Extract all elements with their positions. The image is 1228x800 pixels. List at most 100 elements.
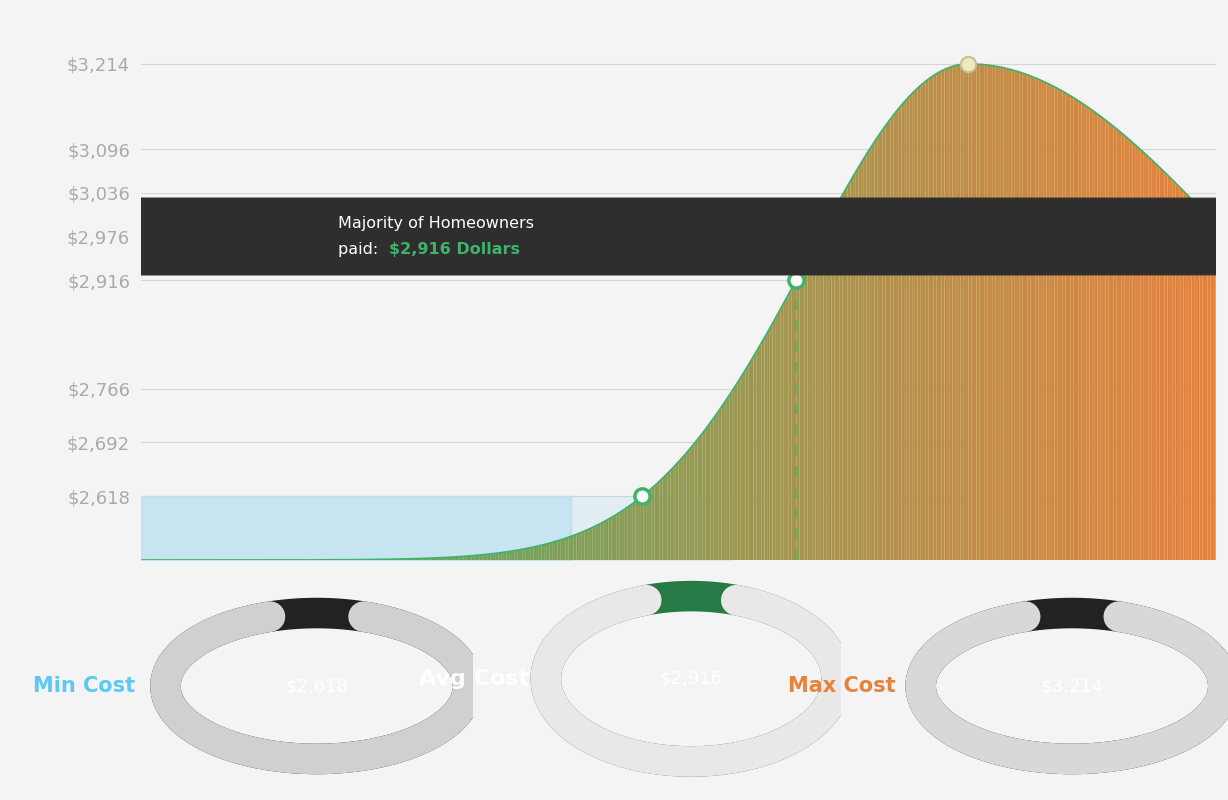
Polygon shape — [1095, 112, 1098, 560]
Polygon shape — [1012, 70, 1014, 560]
Polygon shape — [982, 65, 985, 560]
Polygon shape — [616, 513, 619, 560]
Polygon shape — [429, 558, 431, 560]
Polygon shape — [1146, 154, 1148, 560]
Polygon shape — [1046, 82, 1049, 560]
Polygon shape — [682, 456, 684, 560]
Polygon shape — [885, 122, 888, 560]
Polygon shape — [691, 443, 695, 560]
Text: $2,618: $2,618 — [285, 677, 349, 695]
Polygon shape — [1001, 67, 1003, 560]
Polygon shape — [863, 154, 867, 560]
Polygon shape — [992, 66, 996, 560]
Polygon shape — [418, 558, 420, 560]
Polygon shape — [1049, 84, 1052, 560]
Polygon shape — [485, 554, 488, 560]
Polygon shape — [546, 543, 550, 560]
Polygon shape — [490, 554, 494, 560]
Polygon shape — [662, 476, 666, 560]
Polygon shape — [874, 138, 877, 560]
Polygon shape — [488, 554, 490, 560]
Polygon shape — [598, 523, 600, 560]
Polygon shape — [689, 446, 691, 560]
Text: Majority of Homeowners: Majority of Homeowners — [338, 216, 534, 231]
Polygon shape — [1060, 90, 1062, 560]
Polygon shape — [734, 382, 738, 560]
Polygon shape — [641, 495, 643, 560]
Polygon shape — [716, 411, 718, 560]
Polygon shape — [1003, 68, 1006, 560]
Polygon shape — [673, 465, 675, 560]
Polygon shape — [519, 550, 523, 560]
Polygon shape — [609, 518, 612, 560]
Text: $2,916: $2,916 — [659, 670, 723, 688]
Polygon shape — [684, 453, 686, 560]
Polygon shape — [837, 200, 840, 560]
Polygon shape — [542, 545, 544, 560]
Polygon shape — [1125, 135, 1127, 560]
Polygon shape — [949, 66, 953, 560]
Polygon shape — [1073, 98, 1076, 560]
Polygon shape — [1132, 142, 1135, 560]
Polygon shape — [1084, 105, 1087, 560]
Polygon shape — [562, 538, 566, 560]
Polygon shape — [1044, 82, 1046, 560]
Polygon shape — [1039, 79, 1041, 560]
Polygon shape — [856, 167, 858, 560]
Polygon shape — [953, 66, 955, 560]
Polygon shape — [877, 134, 880, 560]
Polygon shape — [426, 558, 429, 560]
Polygon shape — [1019, 72, 1023, 560]
Polygon shape — [810, 250, 813, 560]
Polygon shape — [623, 510, 625, 560]
Polygon shape — [768, 329, 770, 560]
Polygon shape — [695, 440, 698, 560]
Polygon shape — [1023, 73, 1025, 560]
Polygon shape — [560, 539, 562, 560]
Polygon shape — [558, 540, 560, 560]
Polygon shape — [1105, 120, 1109, 560]
Polygon shape — [515, 550, 517, 560]
Text: Avg Cost: Avg Cost — [419, 669, 529, 689]
Polygon shape — [453, 557, 456, 560]
Polygon shape — [437, 558, 440, 560]
Polygon shape — [963, 64, 966, 560]
Text: Min Cost: Min Cost — [33, 676, 135, 696]
Polygon shape — [894, 112, 896, 560]
Polygon shape — [625, 507, 628, 560]
Polygon shape — [1098, 114, 1100, 560]
Polygon shape — [960, 64, 963, 560]
Polygon shape — [670, 468, 673, 560]
Polygon shape — [700, 433, 702, 560]
Polygon shape — [1062, 91, 1066, 560]
Polygon shape — [1035, 78, 1039, 560]
Polygon shape — [456, 557, 458, 560]
Polygon shape — [775, 314, 777, 560]
Polygon shape — [639, 498, 641, 560]
Polygon shape — [1030, 76, 1033, 560]
Polygon shape — [931, 75, 933, 560]
Polygon shape — [1207, 216, 1211, 560]
Polygon shape — [1178, 186, 1181, 560]
Polygon shape — [587, 529, 589, 560]
Polygon shape — [447, 558, 451, 560]
Polygon shape — [1157, 165, 1159, 560]
Polygon shape — [818, 234, 820, 560]
Polygon shape — [824, 225, 826, 560]
Text: Max Cost: Max Cost — [788, 676, 896, 696]
Polygon shape — [628, 506, 630, 560]
Polygon shape — [1191, 199, 1194, 560]
Polygon shape — [603, 521, 605, 560]
Polygon shape — [480, 554, 483, 560]
Polygon shape — [958, 65, 960, 560]
Polygon shape — [847, 181, 851, 560]
Polygon shape — [1175, 182, 1178, 560]
Polygon shape — [896, 109, 899, 560]
Polygon shape — [745, 366, 748, 560]
Polygon shape — [596, 525, 598, 560]
Polygon shape — [573, 534, 576, 560]
Polygon shape — [815, 239, 818, 560]
Polygon shape — [729, 391, 732, 560]
Polygon shape — [1089, 108, 1092, 560]
Text: $3,214: $3,214 — [1040, 677, 1104, 695]
